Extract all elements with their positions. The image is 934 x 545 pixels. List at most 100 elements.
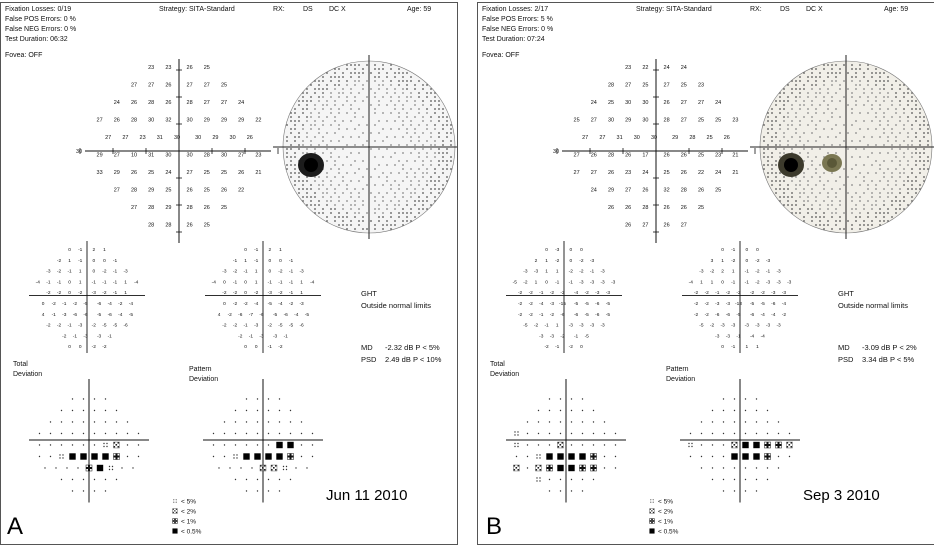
total-deviation-value: -2 bbox=[92, 323, 97, 329]
probability-symbol-normal bbox=[700, 432, 703, 435]
probability-symbol-normal bbox=[212, 455, 215, 458]
sensitivity-value: 26 bbox=[204, 205, 210, 211]
probability-symbol-s05 bbox=[579, 453, 586, 460]
probability-symbol-normal bbox=[570, 478, 573, 481]
pattern-deviation-value: -3 bbox=[299, 269, 304, 275]
pattern-deviation-value: -2 bbox=[755, 279, 760, 285]
pattern-deviation-value: 0 bbox=[721, 279, 724, 285]
pattern-deviation-value: -4 bbox=[750, 333, 755, 339]
sensitivity-value: 26 bbox=[221, 188, 227, 194]
sensitivity-value: 29 bbox=[165, 205, 171, 211]
sensitivity-value: 25 bbox=[698, 118, 704, 124]
pattern-deviation-value: -2 bbox=[705, 290, 710, 296]
total-deviation-value: -2 bbox=[555, 258, 560, 264]
probability-symbol-normal bbox=[603, 421, 606, 423]
psd-value: 3.34 dB P < 5% bbox=[862, 355, 915, 364]
probability-symbol-normal bbox=[537, 444, 540, 446]
probability-symbol-s05 bbox=[568, 464, 575, 472]
probability-symbol-normal bbox=[49, 455, 52, 458]
total-deviation-value: -2 bbox=[62, 333, 67, 339]
sensitivity-value: 21 bbox=[732, 170, 738, 176]
probability-symbol-normal bbox=[733, 467, 736, 469]
visual-field-plots: 3030232224242827252725232425303026272724… bbox=[506, 55, 934, 536]
total-deviation-value: 0 bbox=[580, 344, 583, 350]
sensitivity-value: 22 bbox=[238, 188, 244, 194]
probability-symbol-normal bbox=[278, 398, 281, 400]
psd-label: PSD bbox=[361, 355, 377, 364]
probability-symbol-s2 bbox=[113, 441, 120, 449]
pattern-deviation-value: -2 bbox=[278, 269, 283, 275]
total-deviation-value: -3 bbox=[550, 301, 555, 307]
probability-symbol-normal bbox=[526, 444, 529, 446]
sensitivity-value: 27 bbox=[591, 170, 597, 176]
total-deviation-value: -6 bbox=[560, 312, 565, 318]
probability-symbol-normal bbox=[711, 455, 714, 458]
probability-symbol-normal bbox=[755, 432, 758, 435]
probability-symbol-normal bbox=[234, 409, 237, 412]
probability-symbol-normal bbox=[559, 490, 562, 492]
total-deviation-value: -3 bbox=[539, 333, 544, 339]
pattern-deviation-value: -3 bbox=[726, 333, 731, 339]
pattern-deviation-value: -7 bbox=[249, 312, 254, 318]
sensitivity-value: 25 bbox=[698, 153, 704, 159]
ght-result: Outside normal limits bbox=[361, 301, 432, 310]
pattern-label: Pattern bbox=[189, 366, 212, 373]
probability-symbol-normal bbox=[256, 409, 259, 412]
sensitivity-value: 26 bbox=[591, 153, 597, 159]
pattern-deviation-value: -5 bbox=[273, 312, 278, 318]
pattern-deviation-value: -3 bbox=[699, 269, 704, 275]
probability-symbol-normal bbox=[592, 421, 595, 423]
sensitivity-value: 28 bbox=[664, 118, 670, 124]
probability-symbol-normal bbox=[245, 421, 248, 423]
sensitivity-value: 30 bbox=[195, 135, 201, 141]
probability-symbol-s05 bbox=[102, 453, 109, 460]
total-deviation-value: -1 bbox=[92, 279, 97, 285]
sensitivity-value: 26 bbox=[681, 153, 687, 159]
probability-symbol-normal bbox=[82, 421, 85, 423]
pattern-deviation-value: 1 bbox=[255, 269, 258, 275]
pattern-deviation-value: -5 bbox=[305, 312, 310, 318]
pattern-deviation-value: -2 bbox=[731, 258, 736, 264]
pattern-deviation-value: -3 bbox=[776, 279, 781, 285]
sensitivity-value: 28 bbox=[148, 100, 154, 106]
dc-label: DC X bbox=[806, 6, 823, 13]
total-deviation-value: -6 bbox=[97, 301, 102, 307]
probability-symbol-normal bbox=[38, 455, 41, 458]
probability-symbol-s05 bbox=[69, 453, 76, 460]
sensitivity-value: 27 bbox=[187, 83, 193, 89]
total-deviation-value: -3 bbox=[600, 279, 605, 285]
total-deviation-value: -1 bbox=[113, 269, 118, 275]
pattern-deviation-value: -1 bbox=[736, 333, 741, 339]
sensitivity-value: 26 bbox=[165, 83, 171, 89]
probability-symbol-s2 bbox=[649, 508, 655, 514]
probability-symbol-normal bbox=[711, 409, 714, 412]
pattern-deviation-value: -2 bbox=[694, 290, 699, 296]
pattern-deviation-value: -2 bbox=[233, 301, 238, 307]
fovea-status: Fovea: OFF bbox=[482, 52, 520, 59]
probability-symbol-normal bbox=[603, 444, 606, 446]
probability-symbol-normal bbox=[218, 467, 220, 469]
probability-symbol-normal bbox=[245, 444, 248, 446]
sensitivity-value: 25 bbox=[204, 170, 210, 176]
pattern-deviation-value: -1 bbox=[731, 279, 736, 285]
pattern-deviation-value: -3 bbox=[254, 323, 259, 329]
sensitivity-value: 27 bbox=[204, 83, 210, 89]
sensitivity-value: 26 bbox=[664, 223, 670, 229]
probability-symbol-normal bbox=[570, 490, 573, 492]
probability-symbol-normal bbox=[267, 409, 270, 412]
probability-symbol-normal bbox=[603, 467, 606, 469]
probability-symbol-normal bbox=[115, 432, 118, 435]
pattern-deviation-value: -4 bbox=[689, 279, 694, 285]
probability-symbol-normal bbox=[733, 432, 736, 435]
probability-symbol-normal bbox=[766, 432, 769, 435]
probability-symbol-normal bbox=[38, 444, 41, 446]
probability-symbol-normal bbox=[229, 467, 231, 469]
rx-label: RX: bbox=[273, 6, 285, 13]
probability-symbol-normal bbox=[570, 432, 573, 435]
pattern-deviation-value: 1 bbox=[721, 258, 724, 264]
sensitivity-value: 26 bbox=[625, 223, 631, 229]
sensitivity-value: 26 bbox=[698, 188, 704, 194]
probability-symbol-normal bbox=[93, 478, 96, 481]
total-deviation-value: -2 bbox=[102, 290, 107, 296]
sensitivity-value: 24 bbox=[715, 170, 721, 176]
